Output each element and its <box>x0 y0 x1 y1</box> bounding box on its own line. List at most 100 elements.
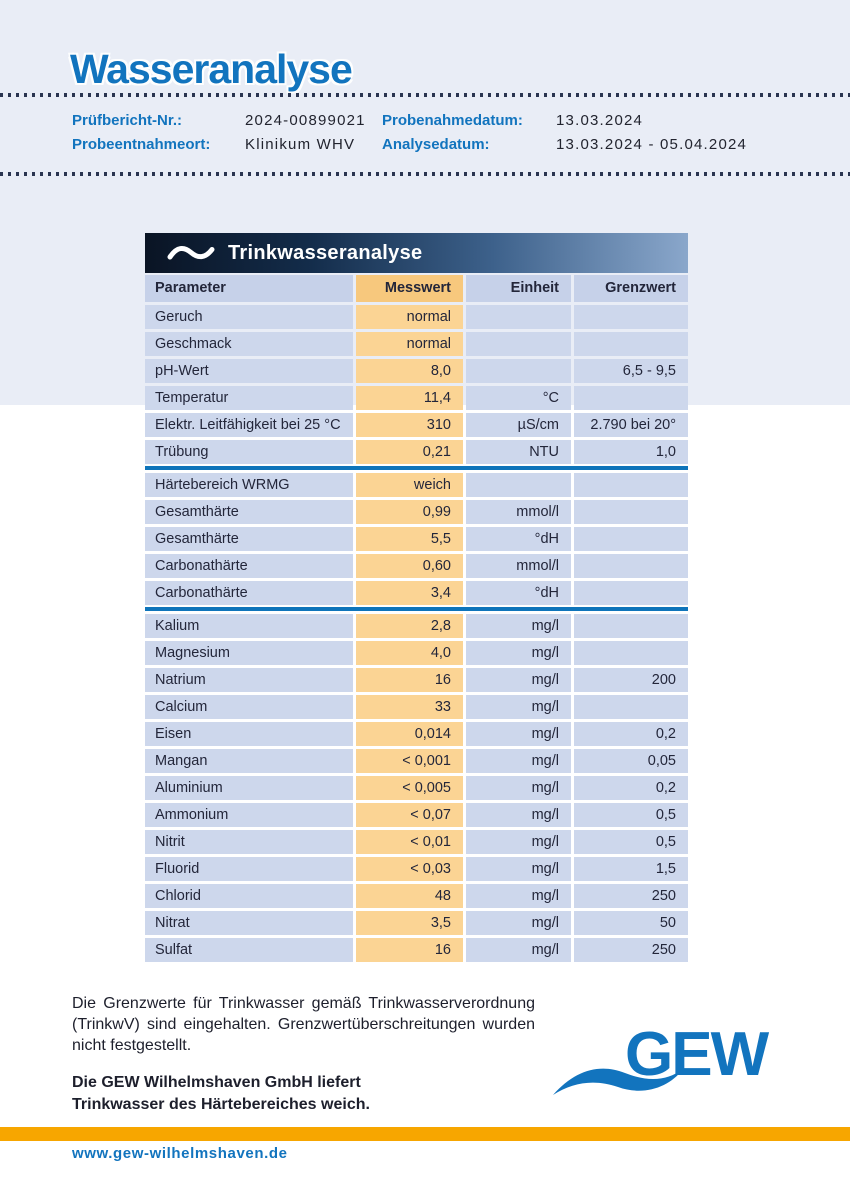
info-label-probenahmedatum: Probenahmedatum: <box>382 112 523 129</box>
cell-parameter: pH-Wert <box>145 359 353 383</box>
cell-parameter: Eisen <box>145 722 353 746</box>
info-value-probeentnahmeort: Klinikum WHV <box>245 136 356 153</box>
cell-grenzwert <box>574 527 688 551</box>
info-value-analysedatum: 13.03.2024 - 05.04.2024 <box>556 136 748 153</box>
table-row: Geschmack normal <box>145 332 688 356</box>
cell-messwert: 48 <box>356 884 463 908</box>
info-value-probenahmedatum: 13.03.2024 <box>556 112 644 129</box>
table-row: Sulfat 16 mg/l 250 <box>145 938 688 962</box>
cell-einheit: mg/l <box>466 857 571 881</box>
section-divider <box>145 607 688 611</box>
cell-parameter: Chlorid <box>145 884 353 908</box>
gew-wave-icon <box>553 1068 683 1095</box>
cell-einheit <box>466 305 571 329</box>
cell-einheit: mg/l <box>466 830 571 854</box>
footer-bold-line-2: Trinkwasser des Härtebereiches weich. <box>72 1095 370 1113</box>
cell-messwert: normal <box>356 332 463 356</box>
cell-messwert: 310 <box>356 413 463 437</box>
cell-einheit: mg/l <box>466 614 571 638</box>
cell-messwert: 16 <box>356 938 463 962</box>
footer-paragraph: Die Grenzwerte für Trinkwasser gemäß Tri… <box>72 995 535 1054</box>
cell-parameter: Sulfat <box>145 938 353 962</box>
cell-parameter: Carbonathärte <box>145 554 353 578</box>
cell-messwert: weich <box>356 473 463 497</box>
table-row: Calcium 33 mg/l <box>145 695 688 719</box>
cell-einheit: mg/l <box>466 938 571 962</box>
cell-grenzwert <box>574 614 688 638</box>
table-row: Härtebereich WRMG weich <box>145 473 688 497</box>
cell-grenzwert: 0,5 <box>574 803 688 827</box>
cell-messwert: 8,0 <box>356 359 463 383</box>
cell-parameter: Calcium <box>145 695 353 719</box>
footer-bold-paragraph: Die GEW Wilhelmshaven GmbH liefert Trink… <box>72 1072 370 1115</box>
cell-einheit: NTU <box>466 440 571 464</box>
table-row: Kalium 2,8 mg/l <box>145 614 688 638</box>
cell-messwert: 2,8 <box>356 614 463 638</box>
table-body: Geruch normal Geschmack normal pH-Wert 8… <box>145 305 688 962</box>
cell-grenzwert: 0,05 <box>574 749 688 773</box>
cell-grenzwert: 1,0 <box>574 440 688 464</box>
website-link[interactable]: www.gew-wilhelmshaven.de <box>72 1145 288 1162</box>
cell-grenzwert: 6,5 - 9,5 <box>574 359 688 383</box>
cell-messwert: 0,014 <box>356 722 463 746</box>
cell-parameter: Carbonathärte <box>145 581 353 605</box>
cell-grenzwert: 250 <box>574 938 688 962</box>
cell-grenzwert: 0,2 <box>574 722 688 746</box>
cell-einheit: µS/cm <box>466 413 571 437</box>
cell-einheit: °dH <box>466 527 571 551</box>
cell-parameter: Nitrit <box>145 830 353 854</box>
column-header-parameter: Parameter <box>145 275 353 302</box>
cell-einheit: mg/l <box>466 749 571 773</box>
cell-einheit: mg/l <box>466 668 571 692</box>
table-row: Carbonathärte 3,4 °dH <box>145 581 688 605</box>
cell-parameter: Gesamthärte <box>145 527 353 551</box>
cell-messwert: 3,4 <box>356 581 463 605</box>
table-row: Chlorid 48 mg/l 250 <box>145 884 688 908</box>
table-row: Nitrit < 0,01 mg/l 0,5 <box>145 830 688 854</box>
dotted-divider-top <box>0 93 850 97</box>
table-row: pH-Wert 8,0 6,5 - 9,5 <box>145 359 688 383</box>
cell-messwert: 33 <box>356 695 463 719</box>
cell-grenzwert <box>574 581 688 605</box>
cell-parameter: Natrium <box>145 668 353 692</box>
cell-messwert: normal <box>356 305 463 329</box>
cell-parameter: Trübung <box>145 440 353 464</box>
cell-einheit: °C <box>466 386 571 410</box>
column-header-grenzwert: Grenzwert <box>574 275 688 302</box>
cell-einheit: mg/l <box>466 911 571 935</box>
wave-icon <box>167 244 215 262</box>
cell-grenzwert <box>574 332 688 356</box>
cell-messwert: 3,5 <box>356 911 463 935</box>
cell-grenzwert <box>574 695 688 719</box>
cell-einheit: mg/l <box>466 803 571 827</box>
cell-grenzwert <box>574 500 688 524</box>
cell-messwert: < 0,01 <box>356 830 463 854</box>
cell-grenzwert: 0,5 <box>574 830 688 854</box>
column-header-einheit: Einheit <box>466 275 571 302</box>
cell-parameter: Temperatur <box>145 386 353 410</box>
cell-einheit: mmol/l <box>466 554 571 578</box>
table-title: Trinkwasseranalyse <box>228 241 423 264</box>
info-label-probeentnahmeort: Probeentnahmeort: <box>72 136 211 153</box>
cell-messwert: 0,21 <box>356 440 463 464</box>
table-row: Carbonathärte 0,60 mmol/l <box>145 554 688 578</box>
cell-einheit <box>466 359 571 383</box>
table-row: Gesamthärte 0,99 mmol/l <box>145 500 688 524</box>
cell-einheit <box>466 332 571 356</box>
table-row: Geruch normal <box>145 305 688 329</box>
cell-parameter: Kalium <box>145 614 353 638</box>
cell-parameter: Fluorid <box>145 857 353 881</box>
cell-einheit: mmol/l <box>466 500 571 524</box>
bottom-orange-bar <box>0 1127 850 1141</box>
cell-parameter: Geschmack <box>145 332 353 356</box>
dotted-divider-bottom <box>0 172 850 176</box>
cell-einheit: mg/l <box>466 695 571 719</box>
cell-messwert: 11,4 <box>356 386 463 410</box>
cell-grenzwert: 0,2 <box>574 776 688 800</box>
cell-grenzwert <box>574 554 688 578</box>
cell-einheit: °dH <box>466 581 571 605</box>
cell-grenzwert: 200 <box>574 668 688 692</box>
table-row: Gesamthärte 5,5 °dH <box>145 527 688 551</box>
cell-grenzwert <box>574 386 688 410</box>
